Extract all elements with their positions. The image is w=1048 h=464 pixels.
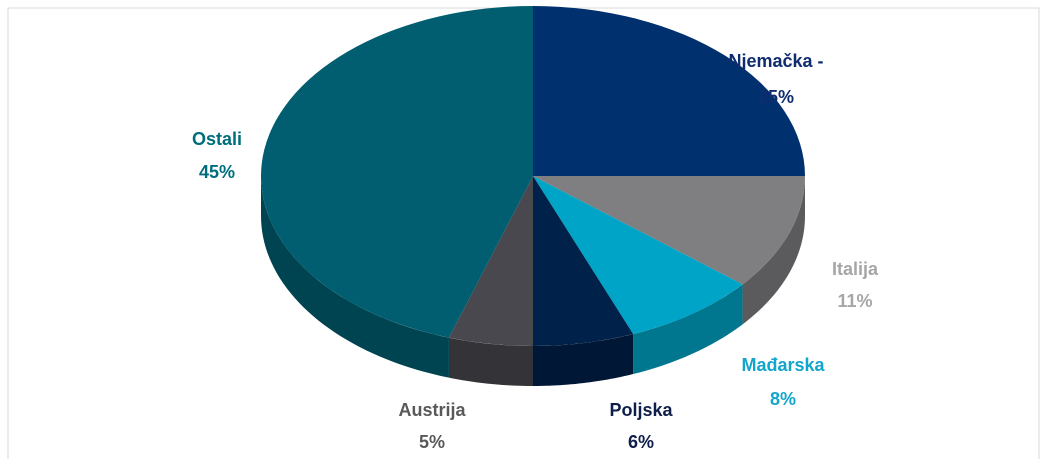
pie-slice [533, 176, 805, 285]
pie-side [633, 284, 743, 375]
pie-side [533, 334, 634, 386]
value-label: 11% [837, 291, 872, 311]
pie-slice [448, 176, 533, 346]
value-label: 5% [419, 432, 445, 452]
category-label: Italija [832, 259, 879, 279]
value-label: 8% [770, 389, 796, 409]
pie-side [448, 337, 533, 386]
category-label: Njemačka - [728, 51, 823, 71]
category-label: Poljska [609, 400, 673, 420]
category-label: Austrija [398, 400, 466, 420]
data-labels: Njemačka - 25% Italija 11% Mađarska 8% Poljska… [192, 51, 879, 452]
value-label: 45% [199, 162, 235, 182]
value-label: 6% [628, 432, 654, 452]
pie-slice [533, 176, 634, 346]
pie-tops [261, 6, 805, 346]
pie-slice [261, 6, 533, 338]
pie-sides [261, 176, 805, 386]
pie-side [742, 176, 805, 325]
category-label: Ostali [192, 129, 242, 149]
pie-side [261, 176, 449, 378]
category-label: Mađarska [741, 355, 825, 375]
pie-slice [533, 176, 743, 335]
pie-slice [533, 6, 805, 176]
value-label: 25% [758, 87, 794, 107]
